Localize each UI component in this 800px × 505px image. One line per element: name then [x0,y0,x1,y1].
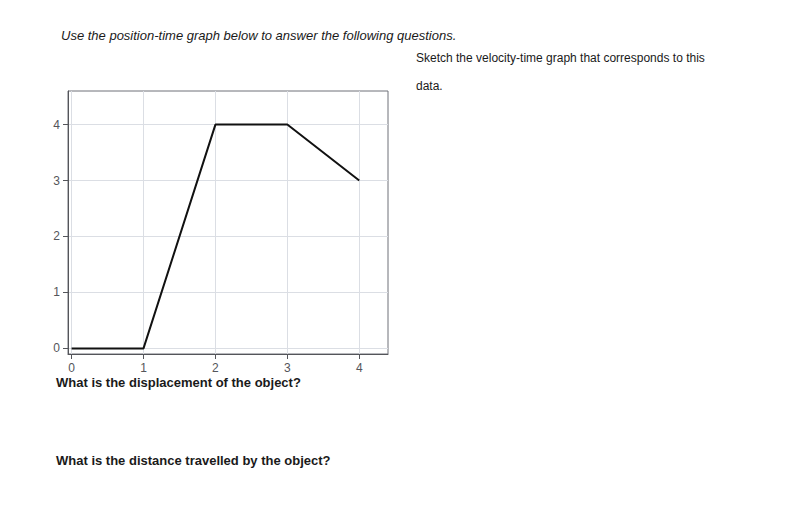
svg-text:4: 4 [53,118,60,132]
svg-text:What is the displacement of th: What is the displacement of the object? [56,375,301,390]
svg-text:3: 3 [53,174,60,188]
svg-text:1: 1 [53,285,60,299]
svg-text:1: 1 [140,361,147,375]
svg-text:0: 0 [53,341,60,355]
svg-text:2: 2 [53,229,60,243]
svg-text:data.: data. [416,79,443,93]
svg-text:Use the position-time graph be: Use the position-time graph below to ans… [61,28,456,43]
svg-text:0: 0 [68,361,75,375]
svg-text:2: 2 [212,361,219,375]
svg-text:What is the distance travelled: What is the distance travelled by the ob… [56,453,331,468]
svg-text:3: 3 [284,361,291,375]
svg-text:Sketch the velocity-time graph: Sketch the velocity-time graph that corr… [416,51,705,65]
svg-text:4: 4 [356,361,363,375]
